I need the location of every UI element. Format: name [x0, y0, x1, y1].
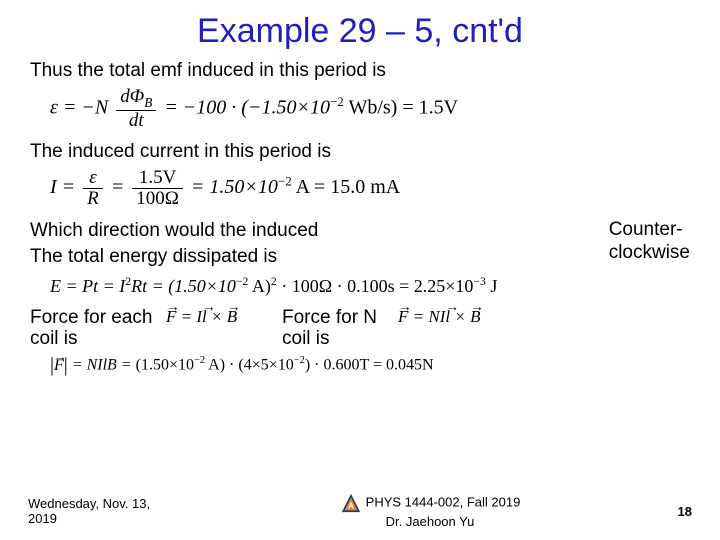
- force-n-label: Force for Ncoil is: [282, 307, 392, 351]
- equation-force-each: F = Il × B: [166, 307, 276, 327]
- force-each-label: Force for eachcoil is: [30, 307, 160, 351]
- footer-course: A PHYS 1444-002, Fall 2019 Dr. Jaehoon Y…: [208, 492, 652, 530]
- footer-date: Wednesday, Nov. 13,2019: [28, 496, 208, 527]
- equation-force-n: F = NIl × B: [398, 307, 480, 327]
- slide-footer: Wednesday, Nov. 13,2019 A PHYS 1444-002,…: [0, 492, 720, 530]
- equation-emf: ε = −N dΦB dt = −100 · (−1.50×10−2 Wb/s)…: [50, 87, 690, 131]
- page-number: 18: [652, 504, 692, 519]
- para-emf-intro: Thus the total emf induced in this perio…: [30, 59, 690, 83]
- para-current-intro: The induced current in this period is: [30, 140, 690, 164]
- direction-row: Which direction would the induced The to…: [30, 219, 690, 271]
- slide-body: Thus the total emf induced in this perio…: [0, 59, 720, 377]
- svg-text:A: A: [348, 502, 354, 511]
- uta-logo-icon: A: [340, 492, 362, 514]
- equation-force-magnitude: |F| = NIlB = (1.50×10−2 A) · (4×5×10−2) …: [50, 354, 690, 377]
- force-row: Force for eachcoil is F = Il × B Force f…: [30, 307, 690, 351]
- answer-counterclockwise: Counter-clockwise: [609, 219, 690, 265]
- para-energy-intro: The total energy dissipated is: [30, 245, 599, 269]
- equation-energy: E = Pt = I2Rt = (1.50×10−2 A)2 · 100Ω · …: [50, 275, 690, 297]
- equation-current: I = εR = 1.5V100Ω = 1.50×10−2 A = 15.0 m…: [50, 168, 690, 209]
- slide-title: Example 29 – 5, cnt'd: [0, 0, 720, 59]
- para-direction: Which direction would the induced: [30, 219, 599, 243]
